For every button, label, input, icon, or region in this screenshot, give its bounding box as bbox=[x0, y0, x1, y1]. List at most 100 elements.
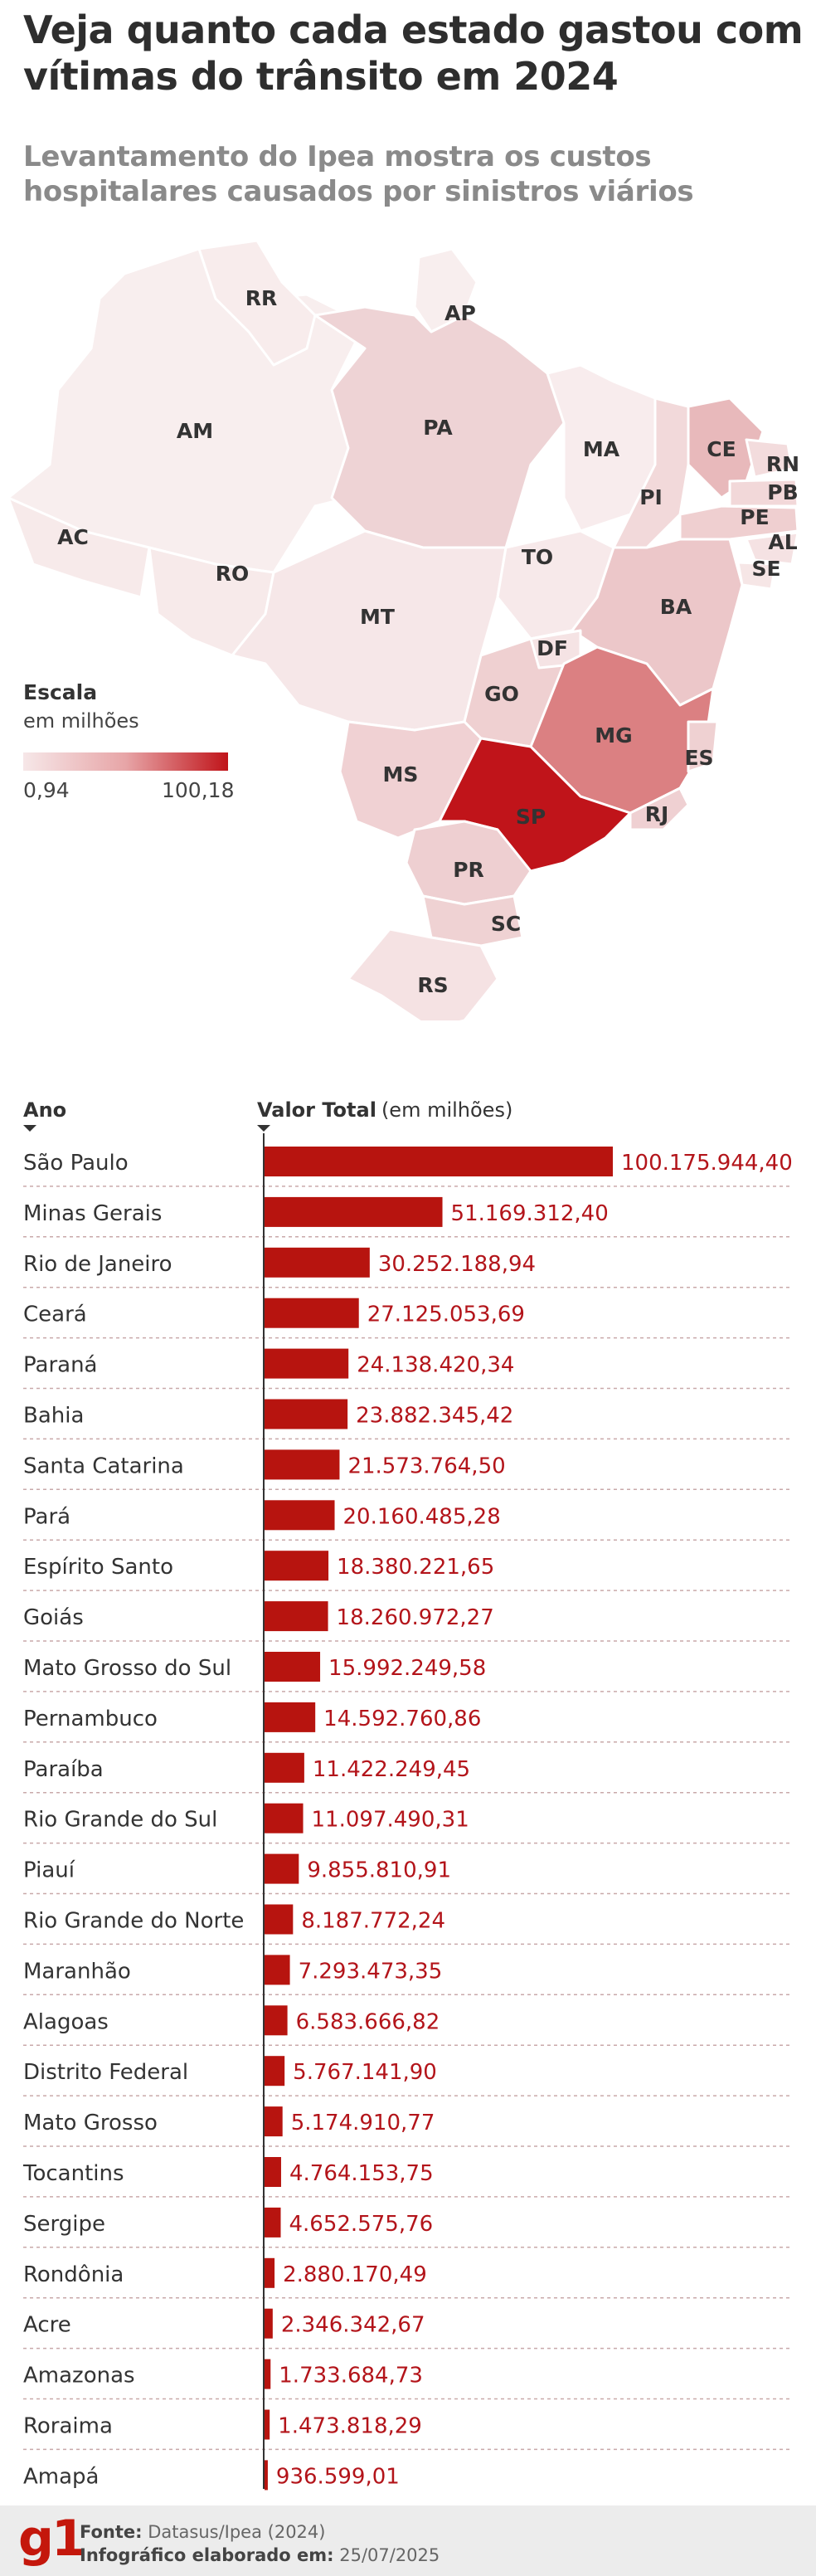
state-shape-al bbox=[745, 531, 799, 566]
value-label: 27.125.053,69 bbox=[367, 1303, 525, 1327]
category-label: Goiás bbox=[23, 1605, 84, 1630]
scale-gradient-bar bbox=[23, 752, 228, 771]
footer-bar bbox=[0, 2505, 816, 2576]
state-label-se: SE bbox=[751, 557, 780, 581]
bar bbox=[265, 1652, 321, 1682]
state-label-ms: MS bbox=[383, 762, 419, 786]
value-label: 11.422.249,45 bbox=[313, 1757, 470, 1782]
state-label-sc: SC bbox=[491, 912, 521, 936]
state-label-mg: MG bbox=[595, 723, 632, 747]
state-label-rr: RR bbox=[245, 286, 278, 310]
value-label: 24.138.420,34 bbox=[357, 1353, 514, 1378]
category-label: Rondônia bbox=[23, 2262, 124, 2287]
bar bbox=[265, 2157, 281, 2187]
category-label: Espírito Santo bbox=[23, 1555, 173, 1580]
state-label-es: ES bbox=[684, 746, 713, 770]
source-line: Fonte: Datasus/Ipea (2024) bbox=[80, 2522, 325, 2542]
source-value: Datasus/Ipea (2024) bbox=[148, 2522, 326, 2542]
bar bbox=[265, 1348, 349, 1379]
state-shape-rr bbox=[197, 239, 317, 367]
state-label-al: AL bbox=[768, 530, 797, 554]
state-label-pr: PR bbox=[453, 858, 484, 882]
value-label: 8.187.772,24 bbox=[301, 1909, 445, 1934]
state-label-ap: AP bbox=[444, 301, 476, 325]
category-label: São Paulo bbox=[23, 1151, 129, 1176]
value-label: 5.767.141,90 bbox=[293, 2060, 437, 2085]
category-label: Acre bbox=[23, 2313, 71, 2338]
bar bbox=[265, 1449, 340, 1480]
value-label: 18.260.972,27 bbox=[337, 1605, 494, 1630]
state-label-mt: MT bbox=[360, 605, 395, 629]
state-label-pb: PB bbox=[767, 480, 798, 504]
page-title: Veja quanto cada estado gastou com vítim… bbox=[23, 7, 804, 99]
state-shape-sp bbox=[438, 737, 632, 873]
value-label: 4.652.575,76 bbox=[289, 2212, 434, 2237]
state-label-pe: PE bbox=[740, 505, 769, 529]
bar bbox=[265, 1904, 294, 1935]
category-label: Santa Catarina bbox=[23, 1454, 184, 1478]
scale-max-label: 100,18 bbox=[162, 778, 235, 802]
value-label: 30.252.188,94 bbox=[378, 1252, 536, 1277]
category-label: Pernambuco bbox=[23, 1707, 158, 1731]
bar bbox=[265, 2257, 275, 2288]
bar bbox=[265, 1702, 316, 1732]
value-label: 15.992.249,58 bbox=[328, 1656, 486, 1681]
category-header-arrow bbox=[23, 1125, 36, 1132]
state-label-pi: PI bbox=[639, 485, 663, 509]
state-label-ce: CE bbox=[707, 437, 736, 461]
date-line: Infográfico elaborado em: 25/07/2025 bbox=[80, 2545, 440, 2565]
bar bbox=[265, 1853, 299, 1884]
g1-logo: g1 bbox=[18, 2510, 86, 2568]
value-header: Valor Total (em milhões) bbox=[257, 1098, 512, 1122]
category-label: Paraná bbox=[23, 1353, 97, 1378]
state-shape-rs bbox=[347, 928, 499, 1020]
category-label: Amapá bbox=[23, 2464, 99, 2489]
state-label-ro: RO bbox=[216, 562, 250, 586]
bar bbox=[265, 1298, 359, 1328]
value-label: 21.573.764,50 bbox=[347, 1454, 505, 1478]
scale-min-label: 0,94 bbox=[23, 778, 70, 802]
bar bbox=[265, 2308, 273, 2339]
bar bbox=[265, 2460, 268, 2491]
state-shape-ac bbox=[7, 496, 151, 599]
category-label: Sergipe bbox=[23, 2212, 105, 2237]
bar bbox=[265, 1247, 370, 1278]
state-label-rj: RJ bbox=[645, 802, 669, 826]
bar bbox=[265, 1955, 290, 1985]
category-label: Mato Grosso do Sul bbox=[23, 1656, 231, 1681]
category-label: Maranhão bbox=[23, 1959, 131, 1984]
value-header-unit: (em milhões) bbox=[381, 1098, 512, 1122]
value-label: 18.380.221,65 bbox=[337, 1555, 494, 1580]
state-label-am: AM bbox=[177, 419, 213, 443]
bar bbox=[265, 1551, 329, 1581]
state-spending-bar-chart: Ano Valor Total (em milhões) São Paulo 100… bbox=[22, 1098, 793, 2491]
state-label-go: GO bbox=[484, 682, 519, 706]
bar bbox=[265, 2409, 270, 2440]
category-label: Bahia bbox=[23, 1404, 84, 1429]
category-label: Ceará bbox=[23, 1303, 87, 1327]
value-label: 6.583.666,82 bbox=[296, 2009, 440, 2034]
state-label-ba: BA bbox=[660, 595, 692, 619]
source-label: Fonte: bbox=[80, 2522, 143, 2542]
state-label-sp: SP bbox=[516, 805, 546, 829]
value-header-arrow bbox=[257, 1125, 270, 1132]
bar bbox=[265, 1752, 304, 1783]
state-label-df: DF bbox=[537, 636, 568, 660]
value-header-label: Valor Total bbox=[257, 1098, 376, 1122]
bar bbox=[265, 1500, 335, 1531]
bar bbox=[265, 1196, 443, 1227]
bar bbox=[265, 2056, 285, 2087]
bar bbox=[265, 2359, 271, 2389]
category-label: Minas Gerais bbox=[23, 1201, 162, 1226]
category-label: Rio de Janeiro bbox=[23, 1252, 172, 1277]
value-label: 14.592.760,86 bbox=[323, 1707, 481, 1731]
category-label: Paraíba bbox=[23, 1757, 104, 1782]
category-label: Distrito Federal bbox=[23, 2060, 188, 2085]
state-shape-es bbox=[687, 720, 719, 773]
scale-unit: em milhões bbox=[23, 709, 139, 733]
category-label: Tocantins bbox=[22, 2161, 124, 2186]
state-shape-pa bbox=[313, 305, 582, 549]
value-label: 5.174.910,77 bbox=[291, 2111, 435, 2135]
state-label-to: TO bbox=[522, 545, 553, 569]
state-label-pa: PA bbox=[423, 416, 453, 440]
